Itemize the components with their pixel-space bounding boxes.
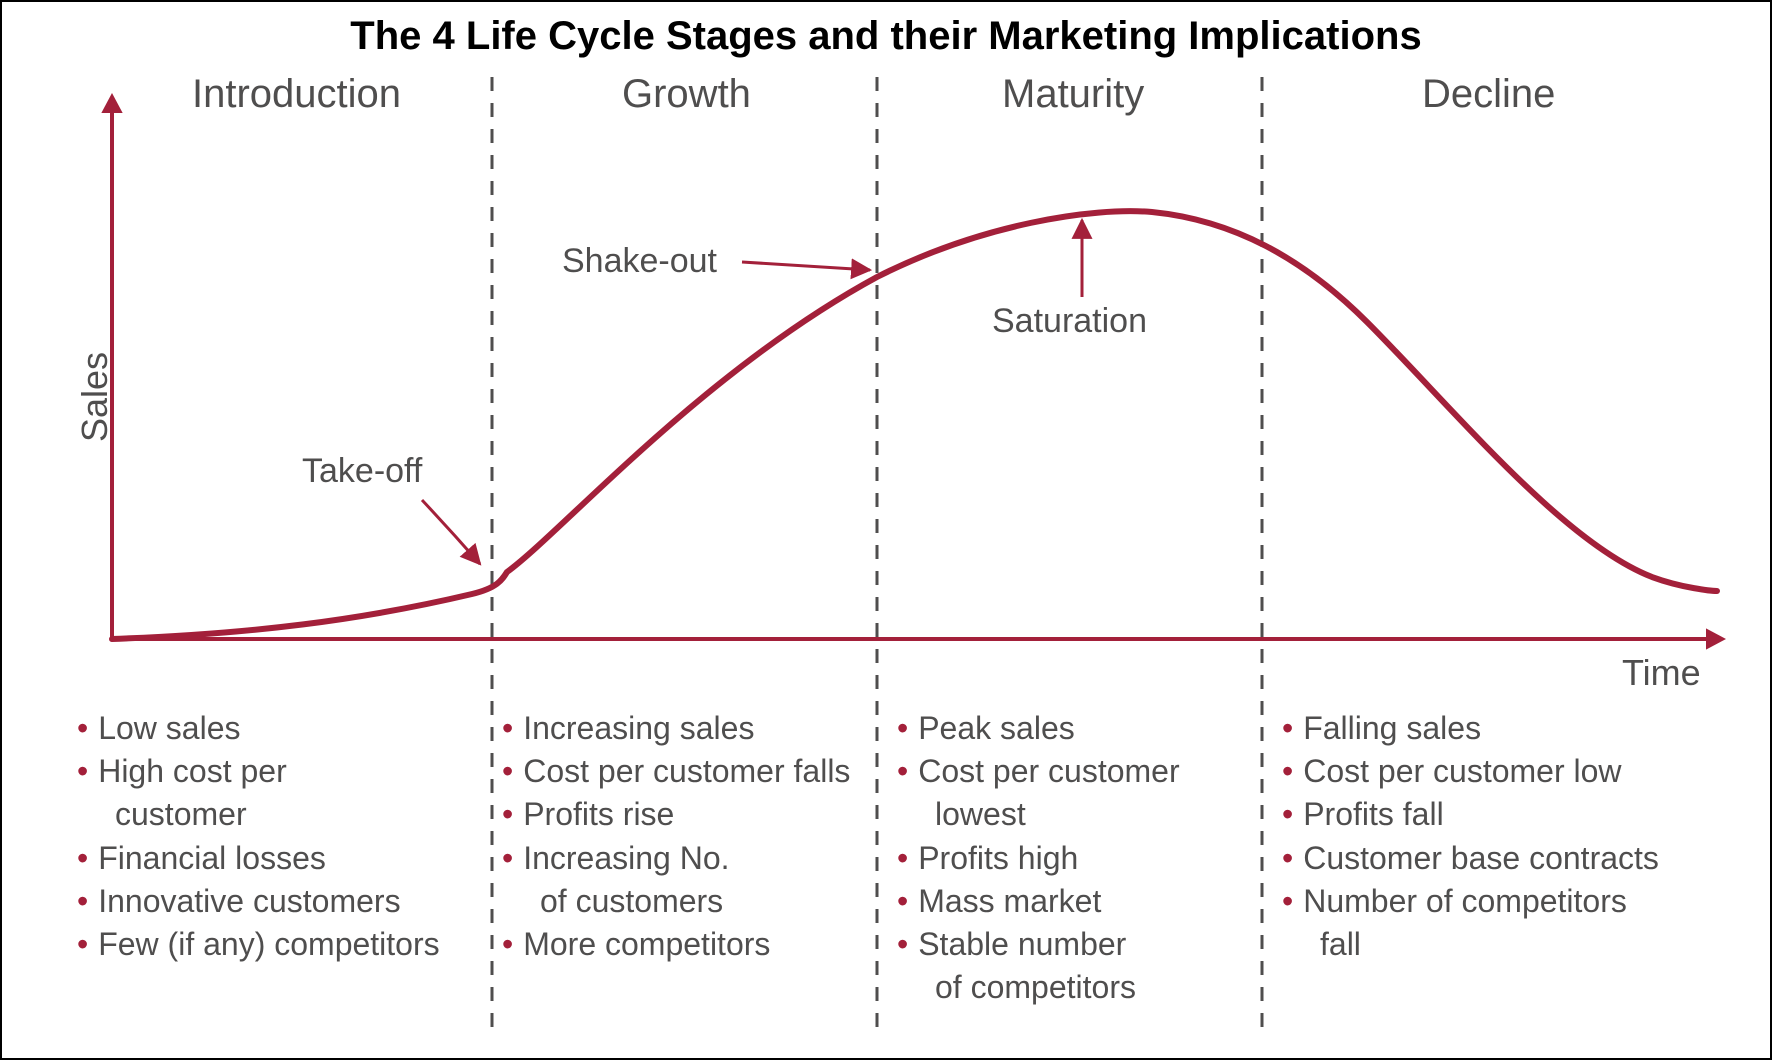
bullet-text: Financial losses: [98, 837, 326, 880]
bullet-dot-icon: •: [77, 707, 88, 750]
bullet-text: Low sales: [98, 707, 240, 750]
bullet-dot-icon: •: [1282, 793, 1293, 836]
bullet-text: Profits fall: [1303, 793, 1443, 836]
bullet-text-continuation: fall: [1282, 923, 1361, 966]
y-axis-label: Sales: [74, 352, 116, 442]
bullet-text: Stable number: [918, 923, 1126, 966]
bullet-text: Profits high: [918, 837, 1078, 880]
bullet-item: of customers: [502, 880, 850, 923]
stage-bullets-column: •Falling sales•Cost per customer low•Pro…: [1282, 707, 1659, 966]
bullet-dot-icon: •: [897, 707, 908, 750]
bullet-item: •Customer base contracts: [1282, 837, 1659, 880]
bullet-text: Cost per customer: [918, 750, 1179, 793]
bullet-dot-icon: •: [1282, 750, 1293, 793]
bullet-dot-icon: •: [502, 707, 513, 750]
bullet-item: customer: [77, 793, 440, 836]
stage-heading: Introduction: [192, 72, 401, 117]
bullet-item: •More competitors: [502, 923, 850, 966]
bullet-dot-icon: •: [502, 793, 513, 836]
bullet-item: •Stable number: [897, 923, 1180, 966]
bullet-text-continuation: of customers: [502, 880, 723, 923]
annotation-takeoff: Take-off: [302, 452, 422, 491]
bullet-dot-icon: •: [897, 837, 908, 880]
bullet-item: •Peak sales: [897, 707, 1180, 750]
stage-heading: Decline: [1422, 72, 1555, 117]
bullet-text-continuation: lowest: [897, 793, 1026, 836]
bullet-item: •Low sales: [77, 707, 440, 750]
stage-heading: Maturity: [1002, 72, 1144, 117]
bullet-item: •Few (if any) competitors: [77, 923, 440, 966]
bullet-item: •Profits rise: [502, 793, 850, 836]
bullet-item: lowest: [897, 793, 1180, 836]
bullet-dot-icon: •: [1282, 837, 1293, 880]
bullet-dot-icon: •: [502, 750, 513, 793]
annotation-shakeout: Shake-out: [562, 242, 717, 281]
bullet-dot-icon: •: [502, 923, 513, 966]
bullet-item: •Financial losses: [77, 837, 440, 880]
bullet-item: •Cost per customer: [897, 750, 1180, 793]
bullet-text-continuation: of competitors: [897, 966, 1136, 1009]
bullet-text: Cost per customer low: [1303, 750, 1621, 793]
bullet-text: Increasing sales: [523, 707, 754, 750]
bullet-item: •Profits fall: [1282, 793, 1659, 836]
bullet-text: Mass market: [918, 880, 1101, 923]
bullet-text: More competitors: [523, 923, 770, 966]
bullet-item: •Falling sales: [1282, 707, 1659, 750]
bullet-item: •Number of competitors: [1282, 880, 1659, 923]
bullet-text: Innovative customers: [98, 880, 400, 923]
bullet-text: High cost per: [98, 750, 287, 793]
bullet-item: •High cost per: [77, 750, 440, 793]
bullet-text: Peak sales: [918, 707, 1075, 750]
bullet-text: Falling sales: [1303, 707, 1481, 750]
bullet-dot-icon: •: [77, 750, 88, 793]
bullet-dot-icon: •: [897, 923, 908, 966]
bullet-item: •Innovative customers: [77, 880, 440, 923]
bullet-text: Increasing No.: [523, 837, 729, 880]
bullet-dot-icon: •: [77, 837, 88, 880]
bullet-text: Number of competitors: [1303, 880, 1627, 923]
bullet-dot-icon: •: [897, 750, 908, 793]
bullet-item: •Cost per customer falls: [502, 750, 850, 793]
bullet-item: •Increasing sales: [502, 707, 850, 750]
bullet-item: •Increasing No.: [502, 837, 850, 880]
bullet-text: Profits rise: [523, 793, 674, 836]
bullet-text: Cost per customer falls: [523, 750, 850, 793]
bullet-dot-icon: •: [1282, 707, 1293, 750]
bullet-item: fall: [1282, 923, 1659, 966]
stage-bullets-column: •Peak sales•Cost per customerlowest•Prof…: [897, 707, 1180, 1009]
annotation-saturation: Saturation: [992, 302, 1147, 341]
stage-bullets-column: •Low sales•High cost percustomer•Financi…: [77, 707, 440, 966]
bullet-dot-icon: •: [1282, 880, 1293, 923]
bullet-text: Few (if any) competitors: [98, 923, 439, 966]
bullet-dot-icon: •: [77, 923, 88, 966]
stage-bullets-column: •Increasing sales•Cost per customer fall…: [502, 707, 850, 966]
bullet-item: •Cost per customer low: [1282, 750, 1659, 793]
bullet-text: Customer base contracts: [1303, 837, 1659, 880]
bullet-dot-icon: •: [897, 880, 908, 923]
bullet-item: of competitors: [897, 966, 1180, 1009]
bullet-text-continuation: customer: [77, 793, 247, 836]
bullet-dot-icon: •: [77, 880, 88, 923]
bullet-item: •Mass market: [897, 880, 1180, 923]
diagram-container: The 4 Life Cycle Stages and their Market…: [0, 0, 1772, 1060]
bullet-item: •Profits high: [897, 837, 1180, 880]
bullet-dot-icon: •: [502, 837, 513, 880]
x-axis-label: Time: [1622, 652, 1701, 694]
stage-heading: Growth: [622, 72, 751, 117]
